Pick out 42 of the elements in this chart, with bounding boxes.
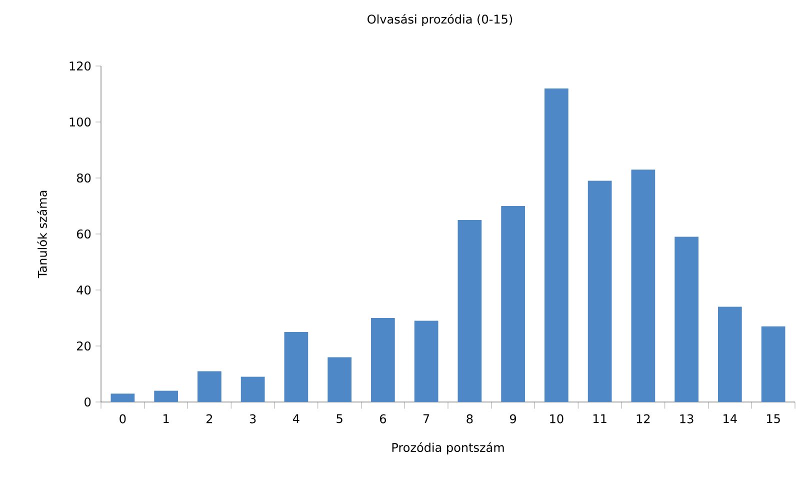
x-axis-title: Prozódia pontszám [392, 442, 504, 454]
bar [631, 170, 656, 402]
y-tick-label: 80 [76, 173, 91, 183]
bar [371, 318, 395, 402]
y-tick-label: 60 [76, 229, 91, 239]
x-tick-label: 7 [423, 414, 430, 423]
bar [110, 394, 135, 402]
bar [198, 371, 222, 402]
bar [414, 320, 438, 402]
y-tick-label: 20 [77, 341, 91, 351]
x-tick-label: 6 [380, 414, 386, 424]
bar [544, 88, 568, 402]
x-tick-label: 0 [120, 414, 126, 424]
x-tick-label: 5 [336, 414, 342, 424]
y-tick-label: 100 [70, 117, 91, 127]
bar [328, 357, 352, 402]
y-axis-title: Tanulók száma [37, 190, 47, 278]
bar [761, 326, 786, 402]
y-tick-label: 40 [76, 285, 91, 295]
x-tick-label: 11 [593, 414, 606, 423]
y-tick-label: 120 [70, 61, 91, 71]
bar [501, 206, 525, 402]
x-tick-label: 15 [766, 414, 780, 424]
chart-title: Olvasási prozódia (0-15) [368, 14, 512, 26]
bar [284, 332, 308, 402]
x-tick-label: 3 [250, 414, 256, 424]
bar [240, 376, 265, 402]
x-tick-label: 12 [636, 414, 650, 424]
x-tick-label: 9 [510, 414, 516, 424]
bar [588, 180, 612, 402]
x-tick-label: 8 [466, 414, 473, 424]
x-tick-label: 13 [680, 414, 694, 424]
x-tick-label: 10 [550, 414, 564, 424]
bar [674, 236, 698, 402]
y-tick-label: 0 [84, 397, 91, 407]
x-tick-label: 2 [206, 414, 212, 424]
x-tick-label: 14 [724, 414, 737, 423]
bar [718, 306, 742, 402]
x-tick-label: 4 [292, 414, 300, 423]
bar [154, 390, 178, 402]
bar [458, 220, 482, 402]
x-tick-label: 1 [164, 414, 169, 423]
